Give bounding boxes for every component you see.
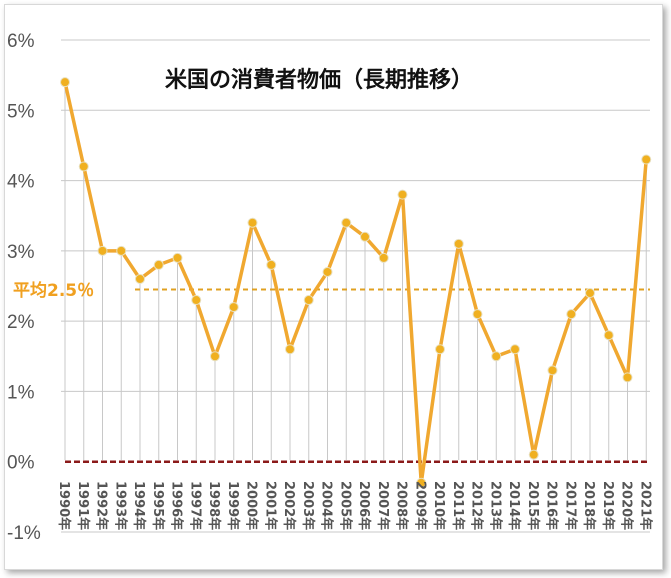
data-points — [60, 77, 652, 488]
x-tick-label: 2011年 — [450, 481, 466, 530]
x-tick-label: 2016年 — [544, 481, 560, 530]
x-tick-label: 1998年 — [206, 481, 222, 530]
x-tick-label: 1997年 — [187, 481, 203, 530]
x-tick-label: 1994年 — [131, 481, 147, 530]
x-tick-label: 1996年 — [169, 481, 185, 530]
horizontal-grid — [61, 39, 650, 533]
x-tick-label: 1990年 — [56, 481, 72, 530]
x-tick-label: 2013年 — [487, 481, 503, 530]
data-point — [378, 252, 389, 263]
x-tick-label: 2021年 — [637, 481, 653, 530]
x-tick-label: 2020年 — [619, 481, 635, 530]
x-axis-tick-labels: 1990年 1991年 1992年 1993年 1994年 1995年 1996年 1997年… — [56, 481, 653, 530]
data-point — [303, 295, 314, 306]
y-axis-tick-labels: 6% 5% 4% 3% 2% 1% 0% -1% — [7, 31, 41, 544]
y-tick-label: 5% — [7, 101, 35, 122]
data-point — [191, 295, 202, 306]
data-point — [510, 344, 520, 355]
data-point — [585, 288, 595, 299]
x-tick-label: 2002年 — [281, 481, 297, 530]
chart-title: 米国の消費者物価（長期推移） — [165, 67, 473, 93]
data-point — [172, 252, 183, 263]
data-point — [78, 161, 89, 172]
data-point — [472, 309, 483, 320]
series-line — [63, 81, 648, 485]
data-point — [247, 217, 258, 228]
vertical-grid — [64, 82, 647, 483]
data-point — [547, 365, 558, 376]
data-point — [116, 245, 127, 256]
data-point — [97, 245, 108, 256]
data-point — [453, 238, 464, 249]
data-point — [435, 344, 445, 355]
data-point — [60, 77, 70, 88]
data-point — [360, 231, 370, 242]
data-point — [210, 351, 220, 362]
x-tick-label: 2004年 — [319, 481, 335, 530]
x-tick-label: 1993年 — [112, 481, 128, 530]
y-tick-label: -1% — [7, 523, 41, 544]
x-tick-label: 1991年 — [75, 481, 91, 530]
data-point — [622, 372, 633, 383]
x-tick-label: 2017年 — [562, 481, 578, 530]
x-tick-label: 2009年 — [412, 481, 428, 530]
x-tick-label: 2006年 — [356, 481, 372, 530]
x-tick-label: 2005年 — [337, 481, 353, 530]
data-point — [566, 309, 577, 320]
data-point — [322, 266, 333, 277]
data-point — [266, 259, 277, 270]
x-tick-label: 2003年 — [300, 481, 316, 530]
x-tick-label: 2001年 — [262, 481, 278, 530]
y-tick-label: 4% — [7, 172, 35, 193]
data-point — [416, 477, 427, 488]
cpi-line-chart: 6%5%4%3%2%1%0%-1% 1990年 1991年 1992年 1993年 19… — [7, 31, 653, 544]
data-point — [135, 273, 145, 284]
y-tick-label: 1% — [7, 382, 35, 403]
chart-frame: 6% 5% 4% 3% 2% 1% 0% -1% 1990年 1991年 1992年 1993年 19… — [4, 4, 663, 570]
x-tick-label: 2010年 — [431, 481, 447, 530]
y-tick-label: 0% — [7, 453, 35, 474]
average-label: 平均2.5％ — [13, 280, 94, 301]
x-tick-label: 2012年 — [469, 481, 485, 530]
x-tick-label: 2018年 — [581, 481, 597, 530]
y-tick-label: 6% — [7, 31, 35, 52]
data-point — [153, 259, 164, 270]
data-point — [528, 449, 539, 460]
y-tick-label: 3% — [7, 242, 35, 263]
data-point — [603, 330, 614, 341]
data-point — [491, 351, 502, 362]
x-tick-label: 1995年 — [150, 481, 166, 530]
data-point — [228, 302, 239, 313]
x-tick-label: 2015年 — [525, 481, 541, 530]
data-point — [285, 344, 295, 355]
x-tick-label: 2008年 — [394, 481, 410, 530]
x-tick-label: 2007年 — [375, 481, 391, 530]
x-tick-label: 2014年 — [506, 481, 522, 530]
x-tick-label: 2019年 — [600, 481, 616, 530]
data-point — [341, 217, 352, 228]
y-tick-label: 2% — [7, 312, 35, 333]
data-point — [397, 189, 408, 200]
data-point — [641, 154, 652, 165]
x-tick-label: 1999年 — [225, 481, 241, 530]
x-tick-label: 2000年 — [244, 481, 260, 530]
x-tick-label: 1992年 — [94, 481, 110, 530]
